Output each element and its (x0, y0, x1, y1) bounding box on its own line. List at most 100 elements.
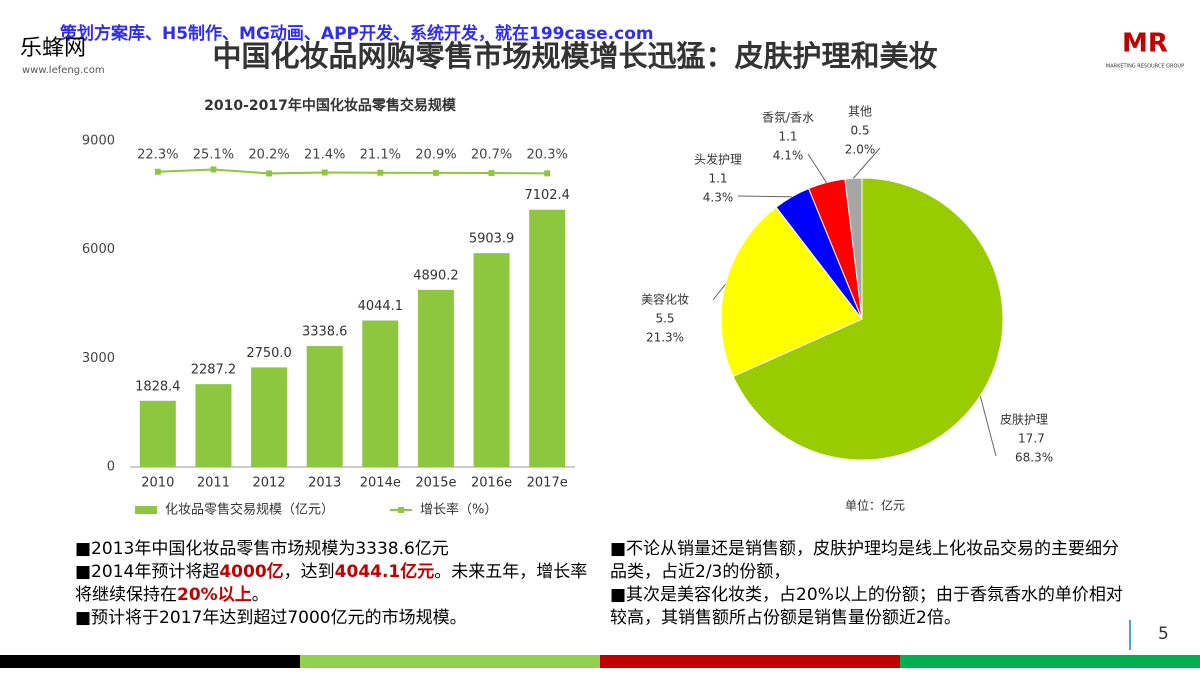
page-number: 5 (1158, 624, 1169, 644)
note-text: ■不论从销量还是销售额，皮肤护理均是线上化妆品交易的主要细分品类，占近2/3的份… (610, 539, 1120, 582)
notes-right: ■不论从销量还是销售额，皮肤护理均是线上化妆品交易的主要细分品类，占近2/3的份… (610, 538, 1130, 630)
point (488, 170, 495, 177)
bar (417, 289, 454, 467)
value-label: 20.3% (527, 148, 568, 163)
pie-slice (732, 177, 1004, 461)
value-label: 22.3% (137, 148, 178, 163)
x-tick-label: 2013 (308, 476, 341, 491)
leader-line (737, 195, 792, 198)
point (321, 169, 328, 176)
slice-name: 头发护理 (694, 152, 742, 167)
value-label: 21.4% (304, 148, 345, 163)
bar (529, 209, 566, 467)
slice-name: 美容化妆 (641, 292, 689, 307)
logo: 乐蜂网 (20, 35, 86, 60)
value-label: 4890.2 (413, 268, 459, 283)
point (266, 170, 273, 177)
footer-bar (0, 655, 300, 668)
x-tick-label: 2012 (253, 476, 286, 491)
footer-bar (600, 655, 900, 668)
note: ■其次是美容化妆类，占20%以上的份额；由于香氛香水的单价相对较高，其销售额所占… (610, 584, 1130, 630)
footer-bar (300, 655, 600, 668)
note-text: ■其次是美容化妆类，占20%以上的份额；由于香氛香水的单价相对较高，其销售额所占… (610, 585, 1123, 628)
legend-swatch (398, 507, 404, 513)
legend-swatch (135, 506, 157, 514)
value-label: 20.7% (471, 148, 512, 163)
bar (306, 346, 343, 467)
x-tick-label: 2016e (471, 476, 512, 491)
note-text: 。 (251, 585, 269, 605)
x-tick-label: 2014e (360, 476, 401, 491)
slice-name: 皮肤护理 (1000, 412, 1048, 427)
note-text: ■2014年预计将超 (75, 562, 220, 582)
bar (251, 367, 288, 467)
note: ■不论从销量还是销售额，皮肤护理均是线上化妆品交易的主要细分品类，占近2/3的份… (610, 538, 1130, 584)
point (210, 166, 217, 173)
note-text: 20%以上 (177, 585, 252, 605)
slice-name: 其他 (848, 105, 872, 119)
note: ■2014年预计将超4000亿，达到4044.1亿元。未来五年，增长率将继续保持… (75, 561, 595, 607)
leader-line (853, 147, 881, 179)
value-label: 3338.6 (302, 325, 348, 340)
value-label: 20.2% (248, 148, 289, 163)
title: 中国化妆品网购零售市场规模增长迅猛：皮肤护理和美妆 (212, 39, 937, 73)
slice-value: 0.5 (850, 124, 869, 138)
bar (195, 384, 232, 467)
point (377, 169, 384, 176)
value-label: 2287.2 (191, 363, 237, 378)
point (432, 169, 439, 176)
x-tick-label: 2010 (141, 476, 174, 491)
note-text: 4000亿 (219, 562, 284, 582)
slice-name: 香氛/香水 (762, 111, 814, 125)
slice-share: 4.3% (703, 191, 734, 205)
point (154, 168, 161, 175)
legend-label: 化妆品零售交易规模（亿元） (165, 502, 334, 518)
value-label: 20.9% (415, 148, 456, 163)
note: ■2013年中国化妆品零售市场规模为3338.6亿元 (75, 538, 595, 561)
note-text: ■2013年中国化妆品零售市场规模为3338.6亿元 (75, 539, 449, 559)
slice-share: 68.3% (1015, 451, 1053, 465)
point (544, 170, 551, 177)
x-tick-label: 2011 (197, 476, 230, 491)
slice-value: 1.1 (708, 172, 727, 186)
value-label: 1828.4 (135, 379, 181, 394)
slice-value: 17.7 (1018, 432, 1045, 446)
value-label: 2750.0 (246, 346, 292, 361)
logo-url: www.lefeng.com (22, 65, 105, 76)
value-label: 21.1% (360, 148, 401, 163)
bar (362, 320, 399, 467)
notes-left: ■2013年中国化妆品零售市场规模为3338.6亿元 ■2014年预计将超4000… (75, 538, 595, 630)
bar (139, 400, 176, 467)
x-tick-label: 2015e (415, 476, 456, 491)
y-tick-label: 0 (107, 460, 115, 475)
slice-share: 21.3% (646, 331, 684, 345)
value-label: 7102.4 (524, 188, 570, 203)
note-text: ，达到 (283, 562, 335, 582)
slice-share: 2.0% (845, 143, 876, 157)
value-label: 25.1% (193, 148, 234, 163)
note-text: 4044.1亿元 (334, 562, 435, 582)
note-text: 。未来五年，增长率将继续保持在 (75, 562, 588, 605)
y-tick-label: 9000 (82, 134, 115, 149)
brand-sub: MARKETING RESOURCE GROUP (1106, 64, 1184, 70)
y-tick-label: 3000 (82, 351, 115, 366)
note: ■预计将于2017年达到超过7000亿元的市场规模。 (75, 607, 595, 630)
watermark: 策划方案库、H5制作、MG动画、APP开发、系统开发，就在199case.com (60, 23, 654, 44)
unit: 单位：亿元 (845, 498, 905, 513)
leader-line (807, 153, 827, 183)
slice-value: 5.5 (655, 312, 674, 326)
note-text: ■预计将于2017年达到超过7000亿元的市场规模。 (75, 608, 467, 628)
leader-line (979, 395, 997, 457)
line (157, 168, 548, 175)
slice-share: 4.1% (773, 149, 804, 163)
slice-value: 1.1 (778, 130, 797, 144)
x-tick-label: 2017e (527, 476, 568, 491)
value-label: 5903.9 (469, 232, 515, 247)
brand: MR (1122, 29, 1168, 59)
bar (473, 253, 510, 467)
leader-line (712, 283, 726, 301)
footer-bar (900, 655, 1200, 668)
legend-label: 增长率（%） (420, 502, 497, 518)
